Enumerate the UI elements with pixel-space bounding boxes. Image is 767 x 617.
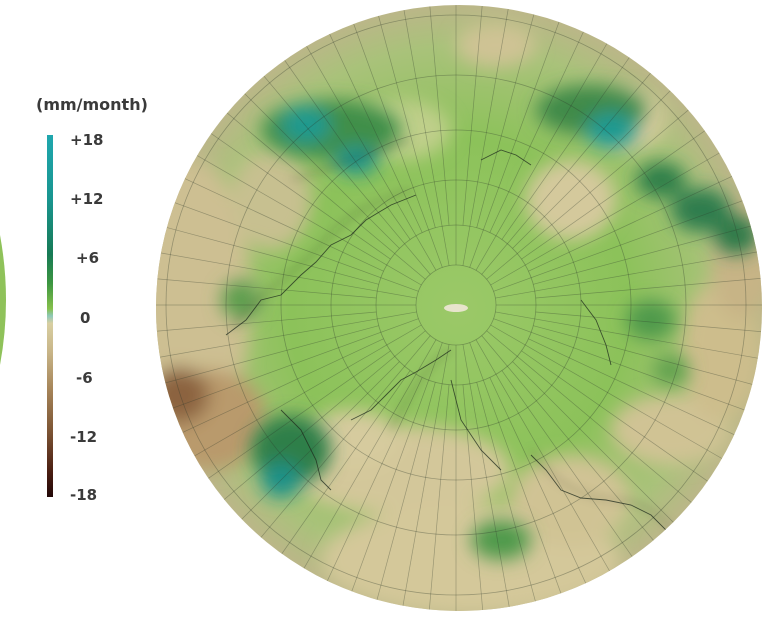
meridian-line	[493, 195, 757, 292]
legend-tick-minus6: -6	[76, 369, 93, 387]
meridian-line	[165, 169, 384, 272]
meridian-line	[272, 370, 411, 568]
polar-precipitation-map	[156, 5, 762, 611]
meridian-line	[533, 325, 762, 389]
meridian-line	[320, 377, 423, 596]
meridian-line	[156, 311, 377, 334]
meridian-line	[490, 144, 734, 286]
meridian-line	[501, 370, 640, 568]
meridian-line	[528, 169, 747, 272]
meridian-line	[462, 384, 485, 611]
meridian-line	[156, 311, 417, 361]
meridian-line	[469, 5, 566, 268]
meridian-line	[320, 14, 423, 233]
meridian-line	[156, 195, 419, 292]
legend-title: (mm/month)	[36, 95, 148, 114]
meridian-line	[476, 382, 540, 611]
meridian-line	[272, 42, 411, 240]
meridian-line	[156, 276, 377, 299]
meridian-line	[475, 27, 617, 271]
legend-tick-zero: 0	[80, 309, 91, 327]
meridian-line	[427, 384, 450, 611]
meridian-line	[295, 339, 437, 583]
legend-tick-plus6: +6	[76, 249, 100, 267]
meridian-line	[427, 5, 450, 226]
meridian-line	[193, 350, 391, 489]
meridian-line	[156, 249, 417, 299]
meridian-line	[372, 5, 436, 228]
legend-tick-plus12: +12	[70, 190, 104, 208]
meridian-line	[469, 342, 566, 606]
meridian-line	[521, 350, 719, 489]
meridian-line	[462, 5, 485, 226]
meridian-line	[229, 78, 400, 249]
meridian-line	[489, 14, 592, 233]
meridian-line	[493, 318, 757, 415]
meridian-line	[250, 335, 431, 551]
meridian-line	[346, 5, 443, 268]
meridian-line	[512, 78, 683, 249]
meridian-line	[210, 99, 426, 280]
colorbar-legend: (mm/month) +18 +12 +6 0 -6 -12 -18	[0, 0, 150, 617]
meridian-line	[501, 42, 640, 240]
meridian-line	[495, 311, 762, 361]
meridian-line	[462, 5, 512, 266]
meridian-line	[512, 361, 683, 532]
meridian-line	[533, 221, 762, 285]
meridian-line	[490, 324, 734, 466]
meridian-line	[528, 338, 747, 441]
meridian-line	[193, 121, 391, 260]
meridian-line	[489, 377, 592, 596]
meridian-lines	[156, 5, 762, 611]
meridian-line	[210, 330, 426, 511]
meridian-line	[486, 99, 702, 280]
meridian-line	[535, 311, 762, 334]
legend-tick-minus12: -12	[70, 428, 98, 446]
meridian-line	[178, 144, 422, 286]
meridian-line	[156, 221, 379, 285]
meridian-line	[400, 344, 450, 611]
north-pole-patch	[444, 304, 468, 312]
legend-tick-plus18: +18	[70, 131, 104, 149]
meridian-line	[476, 5, 540, 228]
meridian-line	[486, 330, 702, 511]
meridian-line	[481, 59, 662, 275]
meridian-line	[156, 325, 379, 389]
colorbar	[47, 135, 53, 497]
meridian-line	[481, 335, 662, 551]
positive-anomaly-regions	[221, 85, 758, 560]
meridian-line	[535, 276, 762, 299]
meridian-line	[156, 318, 419, 415]
meridian-line	[495, 249, 762, 299]
meridian-line	[165, 338, 384, 441]
adjacent-map-edge	[0, 235, 6, 365]
meridian-line	[295, 27, 437, 271]
meridian-line	[462, 344, 512, 611]
meridian-line	[372, 382, 436, 611]
meridian-line	[346, 342, 443, 606]
legend-tick-minus18: -18	[70, 486, 98, 504]
latitude-lines	[165, 14, 747, 596]
meridian-line	[250, 59, 431, 275]
meridian-line	[521, 121, 719, 260]
meridian-line	[475, 339, 617, 583]
meridian-line	[178, 324, 422, 466]
meridian-line	[229, 361, 400, 532]
meridian-line	[400, 5, 450, 266]
